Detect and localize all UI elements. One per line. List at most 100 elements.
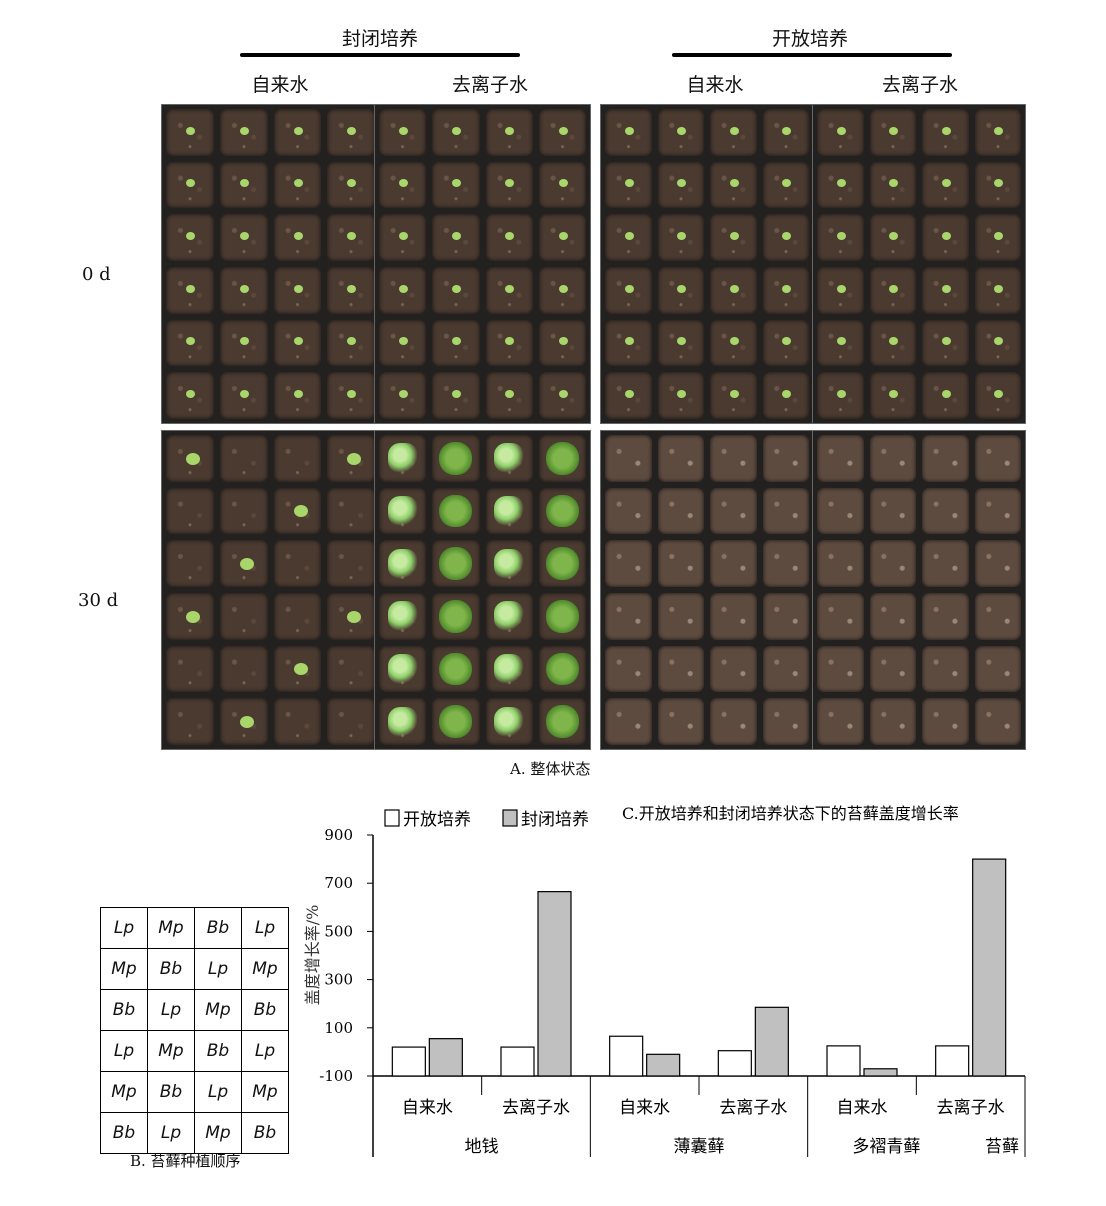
group-label: 薄囊藓 bbox=[674, 1137, 725, 1157]
closed-culture-header: 封闭培养 bbox=[341, 28, 418, 50]
y-tick-label: 900 bbox=[324, 826, 353, 844]
tray-cell bbox=[605, 161, 652, 209]
tray-cell bbox=[657, 487, 704, 535]
moss-growth bbox=[439, 547, 473, 580]
tray-cell bbox=[166, 372, 214, 419]
tray-cell bbox=[710, 698, 757, 745]
tray-cell bbox=[432, 593, 480, 640]
moss-sprout bbox=[398, 284, 408, 293]
moss-growth bbox=[387, 601, 418, 632]
open-culture-bar bbox=[672, 53, 952, 57]
moss-sprout bbox=[729, 126, 739, 135]
moss-sprout bbox=[293, 390, 303, 399]
tray-cell bbox=[273, 372, 322, 419]
tray-cell bbox=[710, 435, 757, 482]
tray-cell bbox=[327, 319, 375, 367]
tray-cell bbox=[710, 593, 757, 640]
tray-cell bbox=[166, 319, 214, 367]
bar-closed bbox=[646, 1053, 681, 1077]
moss-growth bbox=[545, 599, 579, 633]
tray-cell bbox=[432, 319, 480, 367]
tray-cell bbox=[379, 161, 427, 209]
moss-sprout bbox=[558, 284, 568, 293]
bar-open bbox=[500, 1046, 535, 1077]
moss-sprout bbox=[558, 337, 568, 346]
moss-sprout bbox=[398, 232, 408, 241]
moss-sprout bbox=[994, 179, 1004, 188]
tray-cell bbox=[605, 214, 652, 261]
moss-sprout bbox=[239, 716, 254, 729]
y-tick-label: -100 bbox=[319, 1067, 353, 1085]
tray-cell bbox=[710, 214, 757, 261]
tray-cell bbox=[869, 161, 916, 209]
coverage-growth-chart: 900 700 500 300 100 -100 盖度增长率/% 自来水 去离子水 自来水 去离子水… bbox=[303, 804, 1026, 1157]
tray-cell bbox=[327, 645, 375, 693]
tray-cell bbox=[657, 319, 704, 367]
moss-sprout bbox=[293, 505, 308, 518]
legend-swatch-closed bbox=[502, 809, 518, 827]
tray-cell bbox=[538, 161, 586, 209]
tray-cell bbox=[219, 319, 268, 367]
tray-cell bbox=[922, 109, 969, 156]
tray-cell bbox=[922, 698, 969, 745]
tray-cell bbox=[922, 161, 969, 209]
tray-cell bbox=[219, 267, 268, 314]
tray-cell bbox=[710, 645, 757, 693]
tray-cell bbox=[710, 319, 757, 367]
moss-sprout bbox=[729, 232, 739, 241]
tray-cell bbox=[219, 698, 268, 745]
tray-cell bbox=[273, 645, 322, 693]
bar-open bbox=[391, 1046, 426, 1077]
grid-cell: Mp bbox=[241, 1071, 289, 1113]
tray-cell bbox=[432, 540, 480, 587]
moss-sprout bbox=[558, 390, 568, 399]
day-label-30: 30 d bbox=[78, 590, 119, 611]
tray-cell bbox=[166, 109, 214, 156]
moss-sprout bbox=[398, 337, 408, 346]
moss-sprout bbox=[836, 232, 846, 241]
moss-growth bbox=[545, 705, 579, 738]
panel-a-caption: A. 整体状态 bbox=[510, 760, 591, 778]
tray-cell bbox=[166, 487, 214, 535]
tray-cell bbox=[379, 487, 427, 535]
moss-sprout bbox=[941, 232, 951, 241]
tray-cell bbox=[974, 319, 1021, 367]
tray-cell bbox=[327, 435, 375, 482]
tray-cell bbox=[219, 109, 268, 156]
moss-sprout bbox=[624, 126, 634, 135]
tray-cell bbox=[219, 645, 268, 693]
moss-sprout bbox=[677, 179, 687, 188]
open-culture-header: 开放培养 bbox=[771, 28, 848, 50]
tray-cell bbox=[817, 593, 864, 640]
tray-cell bbox=[657, 109, 704, 156]
moss-sprout bbox=[347, 610, 362, 623]
moss-sprout bbox=[836, 284, 846, 293]
moss-sprout bbox=[186, 179, 196, 188]
group-label: 地钱 bbox=[465, 1137, 499, 1157]
chart-title: C.开放培养和封闭培养状态下的苔藓盖度增长率 bbox=[622, 804, 959, 823]
tray-cell bbox=[538, 214, 586, 261]
tray-cell bbox=[710, 372, 757, 419]
tray-cell bbox=[432, 214, 480, 261]
moss-sprout bbox=[889, 390, 899, 399]
tray-cell bbox=[379, 214, 427, 261]
moss-growth bbox=[494, 496, 525, 526]
grid-cell: Mp bbox=[241, 948, 289, 990]
water-label-open-tap: 自来水 bbox=[686, 74, 744, 96]
tray-cell bbox=[974, 487, 1021, 535]
moss-growth bbox=[545, 494, 579, 528]
tray-cell bbox=[273, 109, 322, 156]
moss-sprout bbox=[398, 126, 408, 135]
moss-sprout bbox=[994, 337, 1004, 346]
tray-cell bbox=[710, 487, 757, 535]
water-label-open-di: 去离子水 bbox=[881, 74, 958, 96]
grid-cell: Mp bbox=[194, 1112, 242, 1154]
grid-cell: Mp bbox=[194, 989, 242, 1031]
moss-sprout bbox=[558, 179, 568, 188]
moss-sprout bbox=[782, 179, 792, 188]
tray-cell bbox=[922, 435, 969, 482]
tray-cell bbox=[538, 267, 586, 314]
tray-cell bbox=[379, 267, 427, 314]
moss-sprout bbox=[505, 284, 515, 293]
grid-cell: Lp bbox=[194, 948, 242, 990]
